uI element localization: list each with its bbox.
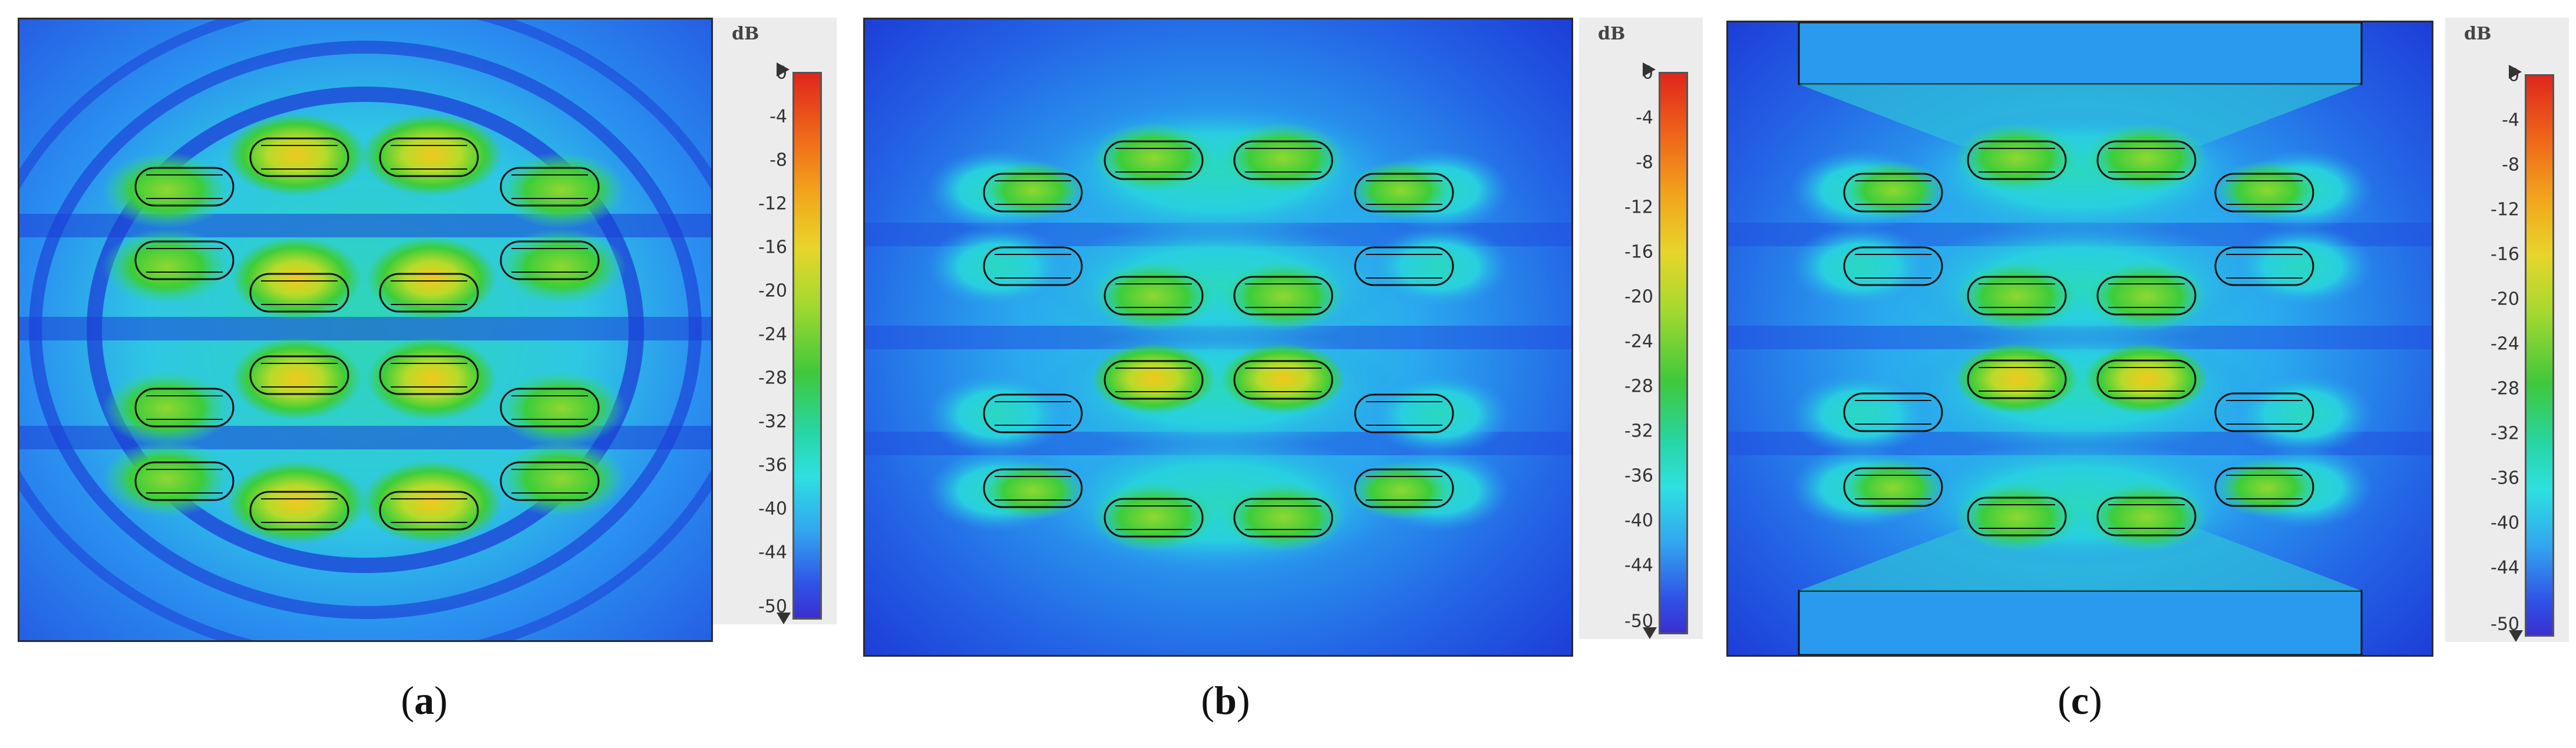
panel-a: dB 0 -4 -8 -12 -16 -20 -24 -28 -32 -36 -… — [0, 0, 848, 748]
tick-label: -36 — [758, 455, 787, 476]
top-slab — [1798, 22, 2363, 85]
tick-label: 0 — [775, 62, 787, 84]
tick-label: -24 — [2491, 333, 2519, 355]
tick-label: -12 — [2491, 199, 2519, 220]
field-map-c — [1726, 21, 2433, 657]
tick-label: -50 — [1624, 611, 1653, 632]
tick-label: -28 — [2491, 378, 2519, 399]
colorbar-gradient — [1659, 72, 1688, 634]
tick-label: -8 — [2502, 154, 2519, 176]
tick-label: 0 — [2508, 65, 2519, 86]
colorbar-gradient — [792, 72, 822, 620]
colorbar-c: dB 0 -4 -8 -12 -16 -20 -24 -28 -32 -36 -… — [2445, 18, 2569, 642]
tick-label: -16 — [1624, 241, 1653, 263]
bottom-slab — [1798, 590, 2363, 655]
tick-label: -16 — [758, 237, 787, 258]
colorbar-unit: dB — [1598, 24, 1626, 44]
tick-label: -32 — [1624, 421, 1653, 442]
tick-label: -4 — [1636, 107, 1653, 128]
tick-label: -40 — [1624, 510, 1653, 531]
tick-label: -44 — [1624, 555, 1653, 576]
tick-label: -24 — [758, 324, 787, 345]
panel-b: dB 0 -4 -8 -12 -16 -20 -24 -28 -32 -36 -… — [863, 0, 1712, 748]
tick-label: -40 — [758, 498, 787, 519]
tick-label: 0 — [1642, 62, 1653, 84]
tick-label: -20 — [1624, 286, 1653, 307]
tick-label: -24 — [1624, 331, 1653, 352]
tick-label: -32 — [2491, 423, 2519, 444]
colorbar-a: dB 0 -4 -8 -12 -16 -20 -24 -28 -32 -36 -… — [713, 18, 837, 624]
tick-label: -8 — [770, 150, 787, 171]
tick-label: -4 — [2502, 110, 2519, 131]
field-hotspots-b — [927, 102, 1510, 573]
tick-label: -36 — [2491, 468, 2519, 489]
tick-label: -28 — [758, 368, 787, 389]
tick-label: -12 — [1624, 197, 1653, 218]
field-map-b — [863, 18, 1573, 657]
colorbar-top-arrow-icon — [777, 62, 790, 77]
caption-a: (a) — [401, 678, 448, 723]
colorbar-top-arrow-icon — [2509, 65, 2522, 79]
caption-letter: a — [414, 678, 434, 723]
colorbar-bottom-arrow-icon — [2509, 630, 2523, 642]
tick-label: -20 — [2491, 289, 2519, 310]
tick-label: -50 — [758, 596, 787, 617]
colorbar-bottom-arrow-icon — [1643, 627, 1657, 639]
caption-b: (b) — [1201, 678, 1250, 723]
tick-label: -44 — [758, 542, 787, 563]
tick-label: -44 — [2491, 557, 2519, 578]
colorbar-unit: dB — [732, 24, 759, 44]
colorbar-unit: dB — [2464, 24, 2492, 44]
colorbar-bottom-arrow-icon — [777, 613, 791, 624]
tick-label: -28 — [1624, 376, 1653, 397]
tick-label: -8 — [1636, 152, 1653, 173]
tick-label: -32 — [758, 411, 787, 432]
tick-label: -4 — [770, 106, 787, 127]
caption-letter: c — [2070, 678, 2089, 723]
tick-label: -40 — [2491, 512, 2519, 534]
tick-label: -20 — [758, 280, 787, 302]
panel-c: dB 0 -4 -8 -12 -16 -20 -24 -28 -32 -36 -… — [1726, 0, 2575, 748]
field-map-a — [18, 18, 713, 642]
tick-label: -36 — [1624, 465, 1653, 486]
tick-label: -16 — [2491, 244, 2519, 265]
colorbar-b: dB 0 -4 -8 -12 -16 -20 -24 -28 -32 -36 -… — [1579, 18, 1703, 639]
caption-letter: b — [1214, 678, 1237, 723]
colorbar-gradient — [2525, 74, 2554, 637]
colorbar-top-arrow-icon — [1643, 62, 1656, 77]
tick-label: -50 — [2491, 614, 2519, 635]
caption-c: (c) — [2058, 678, 2102, 723]
tick-label: -12 — [758, 193, 787, 214]
